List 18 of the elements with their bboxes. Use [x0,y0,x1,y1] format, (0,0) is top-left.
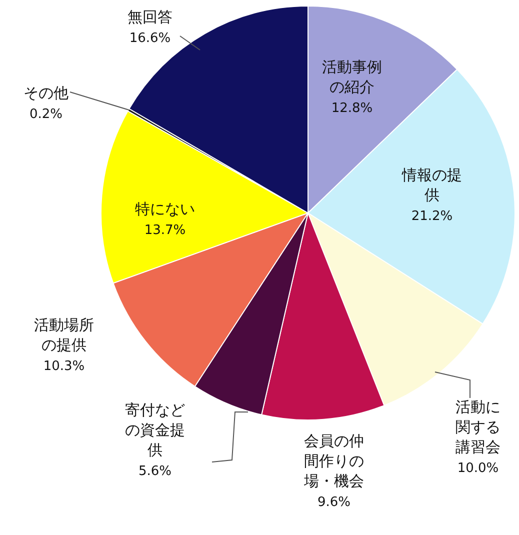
data-label: 21.2% [411,209,453,224]
data-label: 0.2% [29,107,63,122]
slice-label: 寄付などの資金提供 [125,401,185,459]
slice-label: 活動に関する講習会 [456,398,500,456]
data-label: 13.7% [144,223,186,238]
slice-label: 特にない [135,200,195,218]
data-label: 10.0% [457,461,499,476]
data-label: 5.6% [138,464,172,479]
slice-label: 情報の提供 [401,166,462,204]
data-label: 16.6% [129,31,171,46]
slice-label: 無回答 [128,8,172,26]
slice-label: 会員の仲間作りの場・機会 [303,432,364,490]
data-label: 12.8% [331,101,373,116]
slice-label: 活動場所の提供 [34,316,94,354]
data-label: 9.6% [317,495,351,510]
data-label: 10.3% [43,359,85,374]
slice-label: 活動事例の紹介 [322,58,382,96]
slice-label: その他 [24,84,68,102]
